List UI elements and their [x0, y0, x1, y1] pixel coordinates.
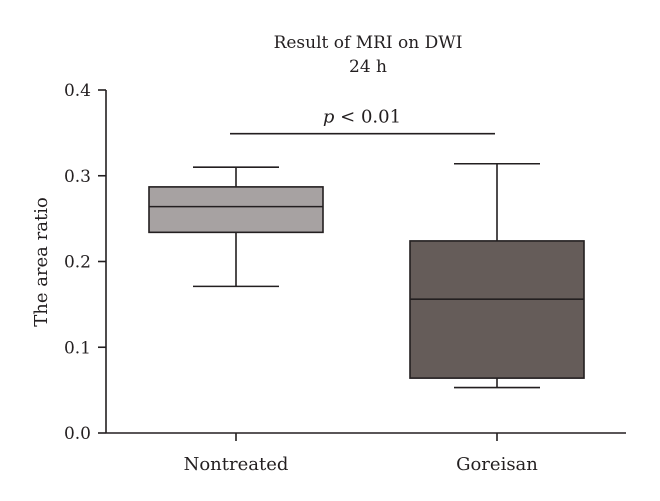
p-value-label: p < 0.01 — [323, 107, 401, 128]
chart-title-group: Result of MRI on DWI 24 h — [274, 33, 463, 77]
p-symbol: p — [323, 107, 335, 128]
x-category-labels: Nontreated Goreisan — [184, 433, 538, 475]
x-category-label: Nontreated — [184, 454, 289, 475]
box-goreisan — [409, 162, 585, 389]
x-category-label: Goreisan — [456, 454, 538, 475]
y-tick-label: 0.3 — [64, 167, 91, 187]
y-tick-label: 0.4 — [64, 81, 91, 101]
chart-subtitle: 24 h — [349, 57, 387, 77]
y-axis-title: The area ratio — [31, 197, 52, 327]
y-ticks: 0.0 0.1 0.2 0.3 0.4 — [64, 81, 106, 444]
box-nontreated — [148, 166, 324, 288]
y-tick-label: 0.0 — [64, 424, 91, 444]
iqr-box — [409, 240, 585, 379]
chart-title: Result of MRI on DWI — [274, 33, 463, 53]
y-tick-label: 0.2 — [64, 253, 91, 273]
box-plots — [148, 162, 585, 389]
y-tick-label: 0.1 — [64, 338, 91, 358]
significance-annotation: p < 0.01 — [230, 107, 495, 135]
iqr-box — [148, 186, 324, 234]
p-threshold: < 0.01 — [334, 107, 401, 128]
